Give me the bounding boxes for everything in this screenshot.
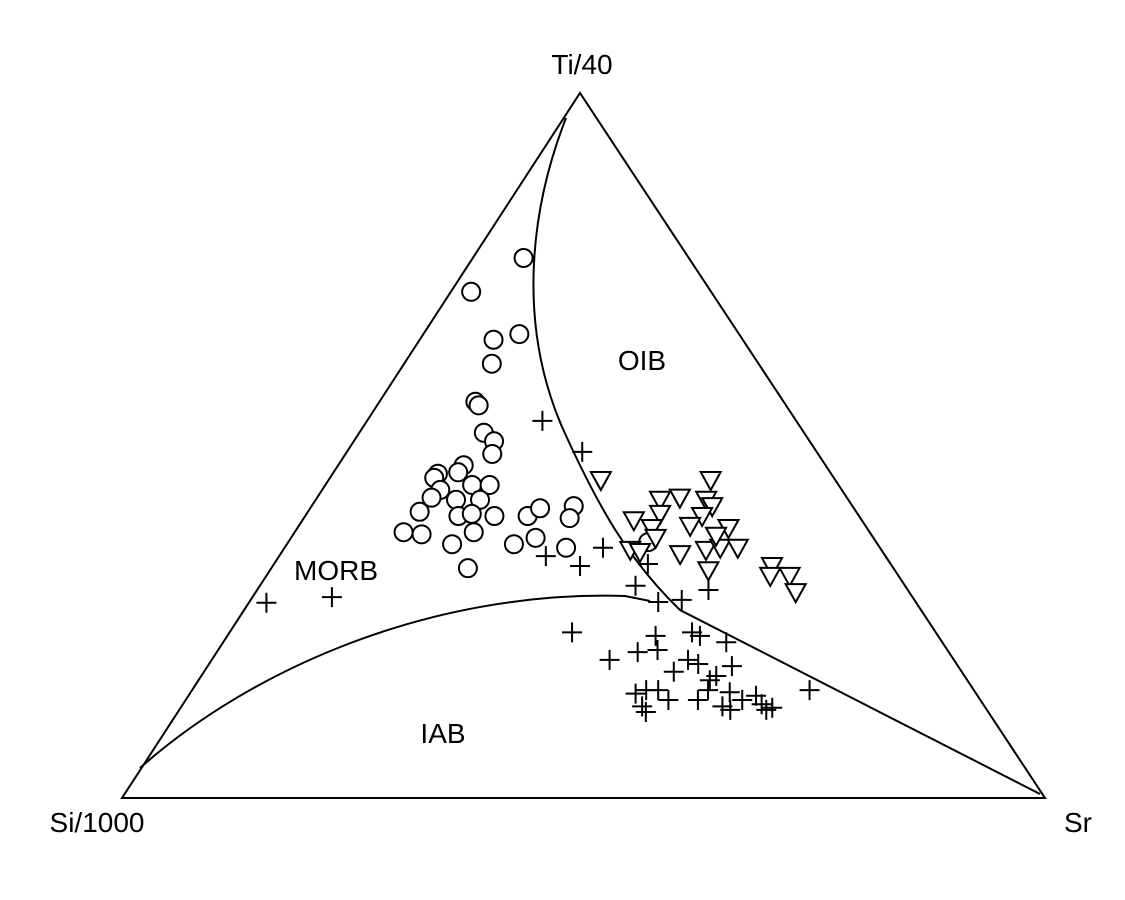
circle-point	[556, 537, 577, 558]
cross-point	[756, 699, 777, 720]
cross-point	[635, 701, 656, 722]
cross-point	[720, 699, 741, 720]
circle-point	[479, 474, 500, 495]
triangle-point	[648, 490, 672, 512]
oib-boundary	[532, 117, 1041, 795]
cross-point	[732, 690, 753, 711]
triangle-point	[648, 504, 672, 526]
cross-point	[572, 441, 593, 462]
cross-point	[682, 622, 703, 643]
cross-point	[719, 682, 740, 703]
circle-point	[481, 353, 502, 374]
cross-point	[688, 654, 709, 675]
triangle-point	[777, 566, 802, 588]
cross-point	[716, 632, 737, 653]
field-label: MORB	[294, 555, 378, 586]
triangle-point	[696, 561, 721, 583]
cross-point	[658, 690, 679, 711]
apex-label-top: Ti/40	[551, 49, 612, 80]
cross-point	[706, 666, 727, 687]
cross-point	[648, 592, 669, 613]
circle-point	[463, 522, 484, 543]
cross-point	[593, 537, 614, 558]
circle-point	[513, 247, 534, 268]
circle-point	[530, 498, 551, 519]
triangle-point	[694, 540, 718, 562]
cross-point	[648, 680, 669, 701]
field-label: OIB	[618, 345, 666, 376]
cross-point	[321, 587, 342, 608]
cross-point	[532, 410, 553, 431]
cross-point	[637, 553, 658, 574]
circle-point	[468, 395, 489, 416]
triangle-point	[628, 542, 652, 565]
cross-point	[647, 639, 668, 660]
triangle-point	[589, 471, 613, 493]
triangle-point	[704, 526, 728, 548]
iab-boundary	[139, 594, 651, 769]
circle-point	[461, 503, 482, 524]
cross-point	[570, 556, 591, 577]
cross-point	[678, 649, 699, 670]
cross-point	[799, 680, 820, 701]
cross-point	[599, 649, 620, 670]
cross-point	[762, 697, 783, 718]
circle-point	[483, 329, 504, 350]
cross-point	[721, 656, 742, 677]
triangle-point	[758, 566, 782, 588]
cross-point	[751, 694, 772, 715]
cross-point	[627, 642, 648, 663]
circle-point	[525, 527, 546, 548]
circle-point	[448, 462, 469, 483]
cross-point	[535, 546, 556, 567]
apex-label-left: Si/1000	[50, 807, 145, 838]
cross-point	[671, 589, 692, 610]
apex-label-right: Sr	[1064, 807, 1092, 838]
cross-point	[698, 580, 719, 601]
cross-point	[687, 690, 708, 711]
circle-point	[509, 324, 530, 345]
triangle-point	[622, 511, 646, 533]
circle-point	[482, 443, 503, 464]
cross-point	[689, 625, 710, 646]
cross-point	[746, 685, 767, 706]
circle-point	[457, 558, 478, 579]
circle-point	[461, 281, 482, 302]
triangle-point	[668, 488, 692, 510]
circle-point	[421, 487, 442, 508]
circle-point	[409, 501, 430, 522]
cross-point	[645, 625, 666, 646]
circle-point	[559, 508, 580, 529]
cross-point	[625, 575, 646, 596]
field-label: IAB	[420, 718, 465, 749]
cross-point	[712, 696, 733, 717]
circle-point	[503, 534, 524, 555]
circle-point	[393, 522, 414, 543]
circle-point	[411, 524, 432, 545]
cross-point	[256, 592, 277, 613]
cross-point	[698, 680, 719, 701]
triangle-point	[678, 516, 702, 538]
triangle-frame	[120, 91, 1047, 799]
circle-point	[446, 489, 467, 510]
triangle-point	[668, 545, 692, 567]
cross-point	[663, 661, 684, 682]
triangle-point	[726, 538, 750, 560]
cross-point	[632, 696, 653, 717]
triangle-point	[783, 583, 808, 605]
cross-point	[625, 683, 646, 704]
triangle-point	[698, 471, 723, 493]
circle-point	[484, 506, 505, 526]
cross-point	[562, 622, 583, 643]
triangle-point	[643, 528, 668, 550]
circle-point	[442, 534, 463, 555]
